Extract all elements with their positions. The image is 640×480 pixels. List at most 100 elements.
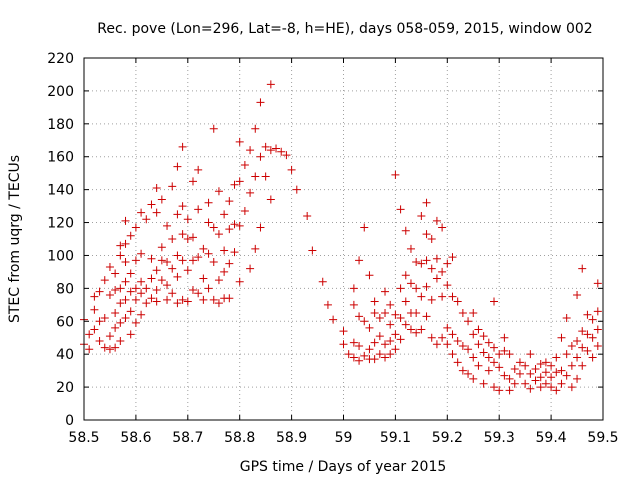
data-point [536,383,545,392]
data-point [204,284,213,293]
data-point [422,198,431,207]
data-point [474,361,483,370]
y-tick-label: 200 [47,84,74,100]
data-point [266,146,275,155]
data-point [323,300,332,309]
y-tick-label: 220 [47,51,74,67]
x-tick-label: 58.6 [120,430,151,446]
data-point [199,295,208,304]
data-point [116,241,125,250]
data-point [490,343,499,352]
data-point [126,269,135,278]
data-point [536,373,545,382]
data-point [427,235,436,243]
data-point [474,325,483,334]
data-point [121,239,130,248]
data-point [105,290,114,299]
data-point [401,226,410,235]
data-point [95,287,104,296]
data-point [417,211,426,220]
data-point [209,258,218,267]
data-point [111,269,120,278]
data-point [484,338,493,347]
data-point [116,251,125,260]
data-point [448,350,457,359]
data-point [137,208,146,217]
data-point [230,220,239,229]
data-point [521,379,530,388]
data-point [173,210,182,219]
data-point [105,332,114,341]
data-point [225,259,234,268]
data-point [188,177,197,186]
data-point [126,330,135,339]
data-point [547,383,556,392]
data-point [214,230,223,239]
data-point [531,364,540,373]
x-tick-label: 59.1 [380,430,411,446]
data-point [448,253,457,262]
data-point [469,353,478,362]
data-point [427,295,436,304]
data-point [204,218,213,227]
data-point [562,371,571,380]
data-point [209,295,218,304]
data-point [168,235,177,243]
data-point [137,277,146,286]
data-point [137,310,146,319]
data-point [464,369,473,378]
data-point [438,292,447,301]
data-point [490,297,499,306]
data-point [541,368,550,377]
data-point [396,335,405,344]
data-point [230,248,239,257]
data-point [567,383,576,392]
data-point [432,254,441,263]
data-point [173,272,182,281]
data-point [163,281,172,290]
data-point [111,343,120,352]
data-point [386,300,395,309]
data-point [90,292,99,301]
data-point [484,353,493,362]
data-point [183,215,192,224]
data-point [541,358,550,367]
data-point [422,256,431,265]
data-point [593,341,602,350]
y-tick-label: 140 [47,183,74,199]
data-point [90,325,99,334]
data-point [116,318,125,327]
data-point [474,340,483,349]
data-point [220,210,229,219]
data-point [235,277,244,286]
data-point [225,225,234,234]
data-point [515,358,524,367]
data-point [137,289,146,298]
data-point [194,289,203,298]
data-point [116,299,125,308]
data-point [443,259,452,268]
data-point [157,195,166,204]
data-point [220,267,229,276]
data-point [230,180,239,189]
data-point [131,295,140,304]
data-point [438,223,447,232]
data-point [417,292,426,301]
data-point [464,317,473,326]
data-point [557,366,566,375]
y-tick-label: 60 [56,314,74,330]
data-point [121,295,130,304]
data-point [261,142,270,151]
data-point [370,355,379,364]
data-point [266,195,275,204]
data-point [515,369,524,378]
data-point [500,371,509,380]
data-point [531,376,540,385]
data-point [375,313,384,322]
data-point [251,124,260,133]
data-point [417,325,426,334]
data-point [365,345,374,354]
data-point [152,286,161,295]
x-tick-label: 58.7 [172,430,203,446]
